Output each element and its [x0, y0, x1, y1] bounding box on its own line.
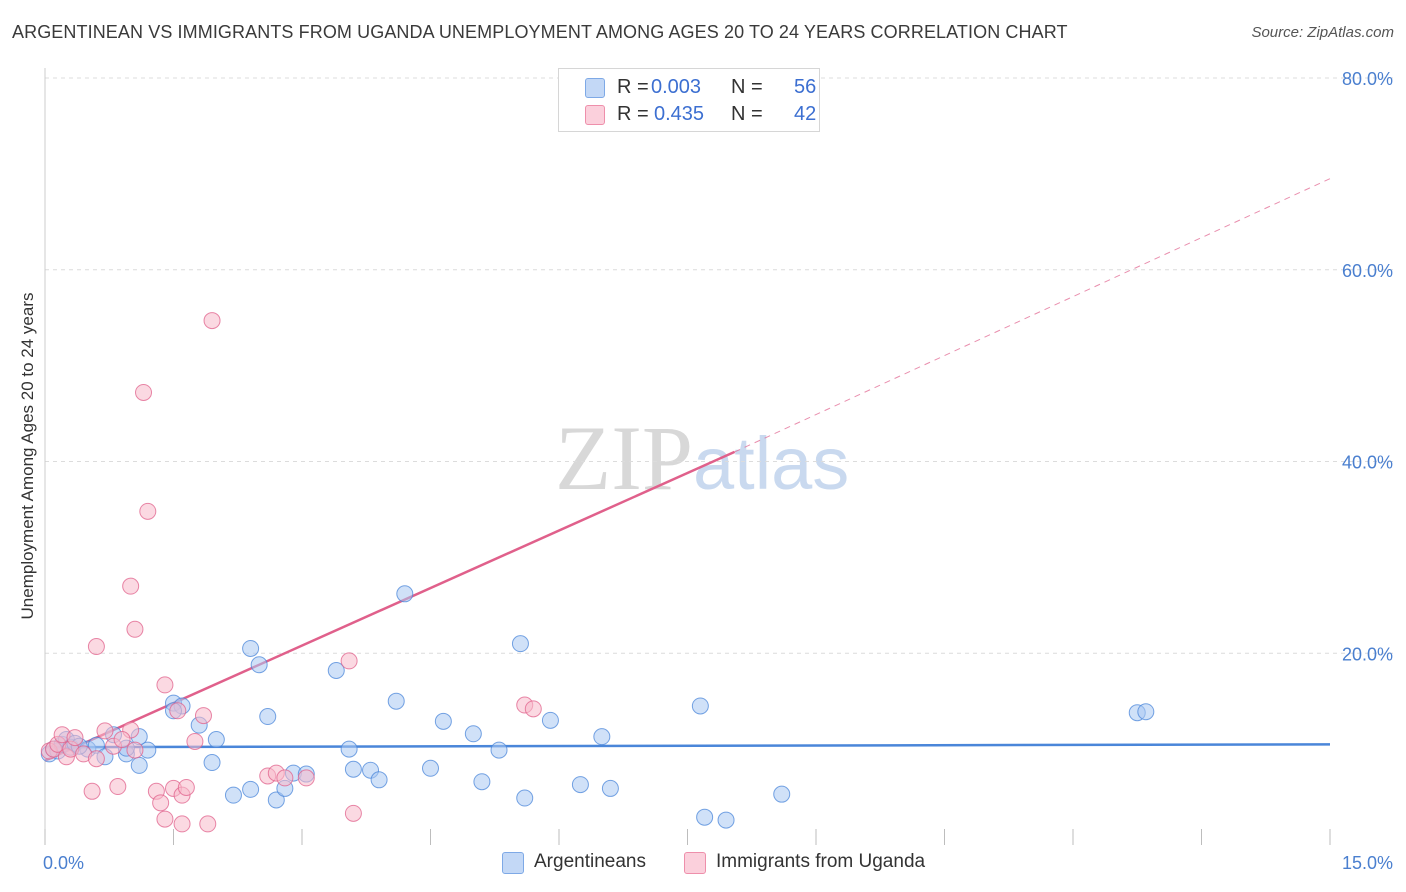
point-uganda — [96, 722, 114, 740]
point-uganda — [83, 782, 101, 800]
gridlines — [45, 77, 1395, 654]
point-uganda — [126, 741, 144, 759]
source-credit: Source: ZipAtlas.com — [1251, 24, 1394, 41]
watermark: ZIPatlas — [555, 405, 849, 511]
watermark-zip: ZIP — [555, 407, 693, 509]
y-tick-label: 80.0% — [1342, 69, 1393, 89]
legend-swatch-pink — [585, 105, 605, 125]
point-argentineans — [691, 697, 709, 715]
legend-n-value: 56 — [794, 76, 817, 98]
trend-line-argentineans — [44, 743, 1331, 749]
point-uganda — [169, 702, 187, 720]
point-uganda — [194, 707, 212, 725]
point-argentineans — [203, 754, 221, 772]
point-argentineans — [511, 635, 529, 653]
legend-n-label: N = — [731, 76, 763, 98]
legend-n-label: N = — [731, 103, 763, 125]
point-argentineans — [242, 639, 260, 657]
point-uganda — [122, 577, 140, 595]
point-argentineans — [473, 773, 491, 791]
point-uganda — [109, 778, 127, 796]
legend-r-value: 0.003 — [651, 76, 702, 98]
point-uganda — [156, 676, 174, 694]
legend-r-label: R = — [617, 76, 649, 98]
point-uganda — [344, 804, 362, 822]
point-uganda — [177, 778, 195, 796]
point-argentineans — [387, 692, 405, 710]
point-uganda — [113, 731, 131, 749]
point-argentineans — [259, 708, 277, 726]
tick-labels: 20.0% 40.0% 60.0% 80.0% 0.0% 15.0% — [43, 69, 1393, 873]
chart-title: ARGENTINEAN VS IMMIGRANTS FROM UGANDA UN… — [12, 22, 1068, 42]
x-tick-label: 15.0% — [1342, 853, 1393, 873]
legend-r-value: 0.435 — [654, 103, 705, 125]
point-uganda — [126, 620, 144, 638]
point-argentineans — [601, 779, 619, 797]
point-uganda — [156, 810, 174, 828]
point-argentineans — [422, 759, 439, 777]
point-uganda — [297, 769, 315, 787]
point-uganda — [199, 815, 217, 833]
point-argentineans — [207, 731, 225, 749]
point-uganda — [186, 732, 204, 750]
point-uganda — [135, 383, 153, 401]
bottom-legend-swatch-blue — [502, 852, 524, 874]
point-uganda — [524, 700, 542, 718]
point-uganda — [173, 815, 191, 833]
trend-lines — [44, 178, 1331, 762]
point-argentineans — [490, 741, 508, 759]
x-tick-label: 0.0% — [43, 853, 84, 873]
point-argentineans — [434, 712, 452, 730]
point-argentineans — [773, 785, 791, 803]
point-argentineans — [696, 808, 714, 826]
legend-n-value: 42 — [794, 103, 817, 125]
correlation-legend: R = 0.003 N = 56 R = 0.435 N = 42 — [558, 68, 820, 132]
y-tick-label: 20.0% — [1342, 644, 1393, 664]
point-argentineans — [717, 811, 735, 829]
y-tick-label: 60.0% — [1342, 261, 1393, 281]
legend-r-label: R = — [617, 103, 649, 125]
point-argentineans — [516, 789, 534, 807]
point-argentineans — [130, 756, 148, 774]
point-uganda — [276, 769, 294, 787]
point-argentineans — [327, 662, 345, 680]
data-points — [40, 312, 1155, 833]
point-argentineans — [396, 585, 414, 603]
point-uganda — [66, 729, 84, 747]
point-argentineans — [242, 780, 260, 798]
point-argentineans — [340, 740, 358, 758]
point-argentineans — [593, 728, 611, 746]
point-uganda — [203, 312, 221, 330]
watermark-atlas: atlas — [693, 422, 850, 505]
trend-line-uganda-extension — [734, 178, 1331, 453]
point-uganda — [87, 750, 105, 768]
y-tick-label: 40.0% — [1342, 453, 1393, 473]
bottom-legend-label: Argentineans — [534, 851, 646, 872]
point-argentineans — [464, 725, 482, 743]
point-uganda — [152, 794, 170, 812]
bottom-legend-swatch-pink — [684, 852, 706, 874]
point-argentineans — [250, 656, 268, 674]
trend-line-uganda — [44, 450, 736, 762]
point-argentineans — [267, 791, 285, 809]
point-argentineans — [571, 776, 589, 794]
point-uganda — [340, 652, 358, 670]
point-argentineans — [224, 786, 242, 804]
point-uganda — [139, 502, 157, 520]
point-argentineans — [541, 711, 559, 729]
axes — [44, 68, 1331, 845]
point-argentineans — [1137, 703, 1155, 721]
point-argentineans — [370, 771, 388, 789]
bottom-legend-label: Immigrants from Uganda — [716, 851, 926, 872]
point-argentineans — [344, 760, 362, 778]
legend-swatch-blue — [585, 78, 605, 98]
point-uganda — [87, 638, 105, 656]
